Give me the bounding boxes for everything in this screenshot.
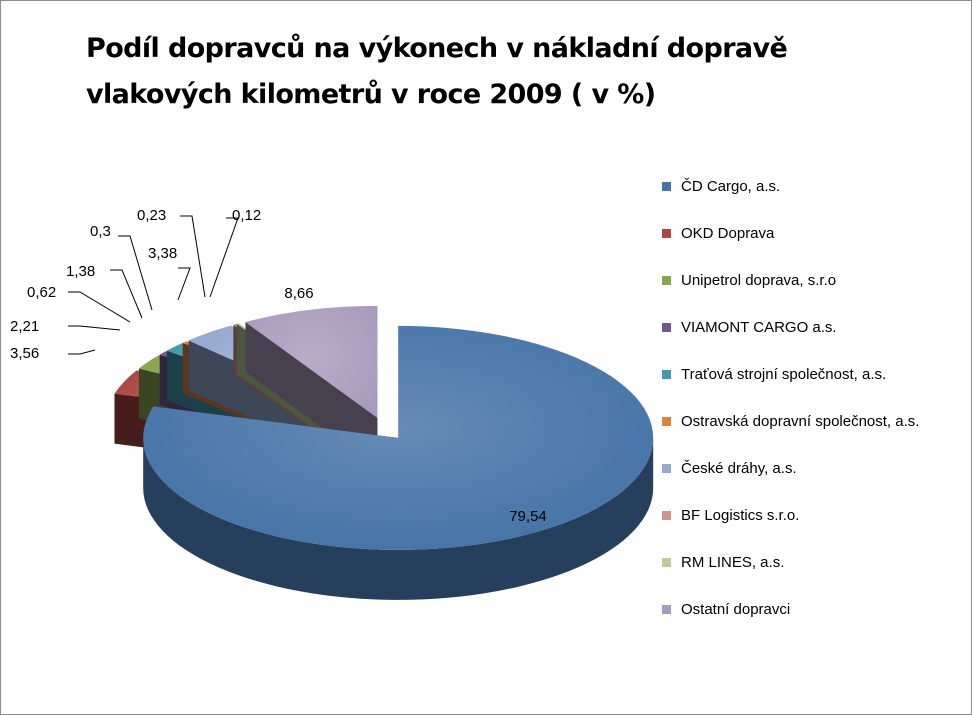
legend-item-7: České dráhy, a.s. [662, 458, 962, 480]
legend-swatch [662, 323, 671, 332]
data-label-9: 0,12 [232, 207, 261, 224]
data-label-5: 1,38 [66, 263, 95, 280]
legend-swatch [662, 370, 671, 379]
legend-item-6: Ostravská dopravní společnost, a.s. [662, 411, 962, 433]
data-label-4: 0,62 [27, 284, 56, 301]
legend-item-9: RM LINES, a.s. [662, 552, 962, 574]
slice-wall [143, 437, 654, 600]
legend-label: Traťová strojní společnost, a.s. [681, 366, 887, 383]
leader-line-5 [110, 269, 143, 319]
data-label-2: 3,56 [10, 345, 39, 362]
data-labels: 79,54 3,56 2,21 0,62 1,38 0,3 3,38 0,23 0,12 8,66 [10, 207, 547, 525]
leader-line-3 [68, 325, 121, 331]
legend-label: RM LINES, a.s. [681, 554, 785, 571]
data-label-10: 8,66 [284, 285, 313, 302]
legend-item-3: Unipetrol doprava, s.r.o [662, 270, 962, 292]
leader-line-9 [209, 217, 239, 298]
slice-shine [143, 325, 654, 550]
data-label-6: 0,3 [90, 223, 111, 240]
pie-slice-1 [143, 325, 654, 600]
legend-item-2: OKD Doprava [662, 223, 962, 245]
legend-label: BF Logistics s.r.o. [681, 507, 800, 524]
chart-title-line-2: vlakových kilometrů v roce 2009 ( v %) [86, 79, 656, 110]
legend-swatch [662, 464, 671, 473]
legend-label: VIAMONT CARGO a.s. [681, 319, 837, 336]
data-label-7: 3,38 [148, 245, 177, 262]
pie-sides [114, 305, 654, 600]
leader-line-4 [68, 291, 131, 323]
leader-line-8 [180, 215, 206, 298]
legend-swatch [662, 229, 671, 238]
slice-shine [245, 305, 378, 418]
legend-item-5: Traťová strojní společnost, a.s. [662, 364, 962, 386]
leader-line-6 [118, 235, 153, 311]
legend-swatch [662, 417, 671, 426]
data-label-8: 0,23 [137, 207, 166, 224]
legend-item-10: Ostatní dopravci [662, 599, 962, 621]
legend-label: Ostravská dopravní společnost, a.s. [681, 413, 920, 430]
data-label-1: 79,54 [509, 508, 547, 525]
legend-label: Unipetrol doprava, s.r.o [681, 272, 837, 289]
legend-label: České dráhy, a.s. [681, 460, 797, 477]
data-label-3: 2,21 [10, 318, 39, 335]
legend-label: ČD Cargo, a.s. [681, 178, 781, 195]
legend-swatch [662, 605, 671, 614]
legend-swatch [662, 558, 671, 567]
leader-line-7 [177, 267, 191, 301]
legend-swatch [662, 182, 671, 191]
chart-title: Podíl dopravců na výkonech v nákladní do… [86, 26, 886, 118]
legend-swatch [662, 276, 671, 285]
legend-item-1: ČD Cargo, a.s. [662, 176, 962, 198]
leader-line-2 [68, 349, 96, 355]
legend-label: Ostatní dopravci [681, 601, 791, 618]
legend-label: OKD Doprava [681, 225, 775, 242]
chart-title-line-1: Podíl dopravců na výkonech v nákladní do… [86, 33, 788, 64]
legend-swatch [662, 511, 671, 520]
legend-item-4: VIAMONT CARGO a.s. [662, 317, 962, 339]
legend-item-8: BF Logistics s.r.o. [662, 505, 962, 527]
